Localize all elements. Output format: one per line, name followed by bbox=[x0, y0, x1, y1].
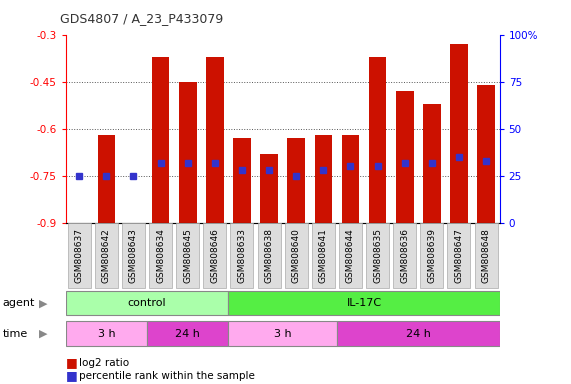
Text: GSM808639: GSM808639 bbox=[427, 228, 436, 283]
Text: GSM808636: GSM808636 bbox=[400, 228, 409, 283]
Text: agent: agent bbox=[3, 298, 35, 308]
FancyBboxPatch shape bbox=[176, 223, 199, 288]
FancyBboxPatch shape bbox=[122, 223, 145, 288]
Text: GSM808648: GSM808648 bbox=[481, 228, 490, 283]
FancyBboxPatch shape bbox=[285, 223, 308, 288]
Bar bbox=[233, 138, 251, 223]
Text: GSM808635: GSM808635 bbox=[373, 228, 382, 283]
FancyBboxPatch shape bbox=[228, 321, 337, 346]
Bar bbox=[315, 135, 332, 223]
Text: control: control bbox=[128, 298, 166, 308]
Text: GSM808633: GSM808633 bbox=[238, 228, 247, 283]
FancyBboxPatch shape bbox=[231, 223, 254, 288]
Text: 24 h: 24 h bbox=[406, 328, 431, 339]
Bar bbox=[396, 91, 413, 223]
FancyBboxPatch shape bbox=[68, 223, 91, 288]
Text: GSM808642: GSM808642 bbox=[102, 228, 111, 283]
FancyBboxPatch shape bbox=[95, 223, 118, 288]
FancyBboxPatch shape bbox=[312, 223, 335, 288]
Text: GSM808634: GSM808634 bbox=[156, 228, 165, 283]
Text: GSM808640: GSM808640 bbox=[292, 228, 301, 283]
Bar bbox=[260, 154, 278, 223]
Bar bbox=[179, 82, 196, 223]
FancyBboxPatch shape bbox=[66, 291, 228, 316]
Text: GSM808641: GSM808641 bbox=[319, 228, 328, 283]
Bar bbox=[206, 56, 224, 223]
Text: 3 h: 3 h bbox=[98, 328, 115, 339]
Text: GDS4807 / A_23_P433079: GDS4807 / A_23_P433079 bbox=[60, 12, 223, 25]
Text: time: time bbox=[3, 328, 28, 339]
FancyBboxPatch shape bbox=[149, 223, 172, 288]
Bar bbox=[287, 138, 305, 223]
FancyBboxPatch shape bbox=[448, 223, 471, 288]
Text: 24 h: 24 h bbox=[175, 328, 200, 339]
FancyBboxPatch shape bbox=[203, 223, 226, 288]
Text: ▶: ▶ bbox=[39, 328, 47, 339]
Text: GSM808644: GSM808644 bbox=[346, 228, 355, 283]
Text: GSM808645: GSM808645 bbox=[183, 228, 192, 283]
FancyBboxPatch shape bbox=[147, 321, 228, 346]
FancyBboxPatch shape bbox=[393, 223, 416, 288]
Text: percentile rank within the sample: percentile rank within the sample bbox=[79, 371, 255, 381]
Bar bbox=[423, 104, 441, 223]
Bar bbox=[152, 56, 170, 223]
Text: GSM808643: GSM808643 bbox=[129, 228, 138, 283]
Text: ■: ■ bbox=[66, 356, 78, 369]
FancyBboxPatch shape bbox=[337, 321, 500, 346]
Bar bbox=[98, 135, 115, 223]
Bar bbox=[477, 85, 495, 223]
Bar bbox=[450, 44, 468, 223]
Text: GSM808638: GSM808638 bbox=[264, 228, 274, 283]
FancyBboxPatch shape bbox=[339, 223, 362, 288]
Bar bbox=[369, 56, 387, 223]
Bar bbox=[341, 135, 359, 223]
Text: 3 h: 3 h bbox=[274, 328, 291, 339]
FancyBboxPatch shape bbox=[258, 223, 280, 288]
Text: IL-17C: IL-17C bbox=[347, 298, 381, 308]
FancyBboxPatch shape bbox=[420, 223, 443, 288]
FancyBboxPatch shape bbox=[475, 223, 497, 288]
FancyBboxPatch shape bbox=[66, 321, 147, 346]
Text: ■: ■ bbox=[66, 369, 78, 382]
Text: log2 ratio: log2 ratio bbox=[79, 358, 129, 368]
FancyBboxPatch shape bbox=[228, 291, 500, 316]
Text: GSM808647: GSM808647 bbox=[455, 228, 464, 283]
Text: GSM808637: GSM808637 bbox=[75, 228, 84, 283]
Text: GSM808646: GSM808646 bbox=[210, 228, 219, 283]
Text: ▶: ▶ bbox=[39, 298, 47, 308]
FancyBboxPatch shape bbox=[366, 223, 389, 288]
